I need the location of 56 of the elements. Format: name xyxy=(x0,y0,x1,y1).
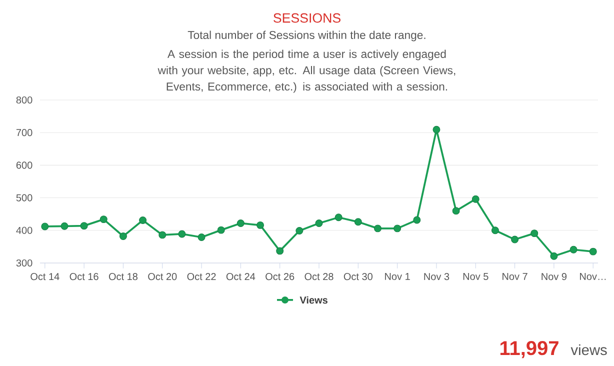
point xyxy=(394,224,402,232)
point xyxy=(276,247,284,255)
x-tick-label: Nov 9 xyxy=(542,273,567,280)
point xyxy=(589,248,597,256)
point xyxy=(119,232,127,240)
text: A session is the period time a user is actively engaged with your website, app, etc. All usage data (Screen Views, Events, Ecommerce, etc.) is associated with a session. xyxy=(158,50,456,93)
point xyxy=(296,226,304,234)
chart-title: SESSIONS xyxy=(274,13,340,23)
y-tick-label: 400 xyxy=(16,226,32,234)
point xyxy=(315,219,323,227)
point xyxy=(236,219,244,227)
point xyxy=(413,216,421,224)
chart-subtitle: Total number of Sessions within the date range. xyxy=(188,30,426,42)
y-tick-label: 800 xyxy=(16,96,32,104)
point xyxy=(100,216,108,224)
x-tick-label: Nov 3 xyxy=(424,273,450,280)
point xyxy=(256,221,264,229)
point xyxy=(178,230,186,238)
point xyxy=(217,226,225,234)
point xyxy=(60,222,68,230)
x-tick-label: Oct 30 xyxy=(344,273,372,280)
point xyxy=(491,226,499,234)
legend-label: Views xyxy=(300,296,328,304)
text: 11,997 xyxy=(500,341,558,358)
point xyxy=(158,231,166,239)
x-tick-label: Oct 18 xyxy=(108,273,138,280)
point xyxy=(511,236,519,244)
x-tick-label: Oct 14 xyxy=(30,273,60,280)
y-tick-label: 300 xyxy=(16,259,32,267)
point xyxy=(139,216,147,224)
x-tick-label: Nov 1 xyxy=(385,273,410,280)
x-tick-label: Oct 22 xyxy=(187,273,216,280)
y-tick-label: 700 xyxy=(16,129,32,136)
point xyxy=(530,230,538,238)
y-tick-label: 600 xyxy=(16,162,32,169)
y-tick-label: 500 xyxy=(16,194,32,202)
point xyxy=(80,222,88,230)
point xyxy=(354,218,362,226)
point xyxy=(452,207,460,215)
point xyxy=(374,224,382,232)
point xyxy=(570,246,578,254)
point xyxy=(41,222,49,230)
x-tick-label: Oct 28 xyxy=(304,273,334,280)
point xyxy=(198,234,206,241)
x-tick-label: Oct 26 xyxy=(266,273,294,280)
x-tick-label: Oct 16 xyxy=(70,273,98,280)
point xyxy=(432,126,440,134)
x-tick-label: Nov… xyxy=(580,273,606,280)
x-tick-label: Nov 7 xyxy=(502,273,528,280)
point xyxy=(334,214,342,222)
point xyxy=(550,252,558,260)
x-tick-label: Nov 5 xyxy=(463,273,488,280)
x-tick-label: Oct 24 xyxy=(226,273,256,280)
x-tick-label: Oct 20 xyxy=(148,273,177,280)
point xyxy=(472,195,480,203)
text: views xyxy=(570,344,607,356)
